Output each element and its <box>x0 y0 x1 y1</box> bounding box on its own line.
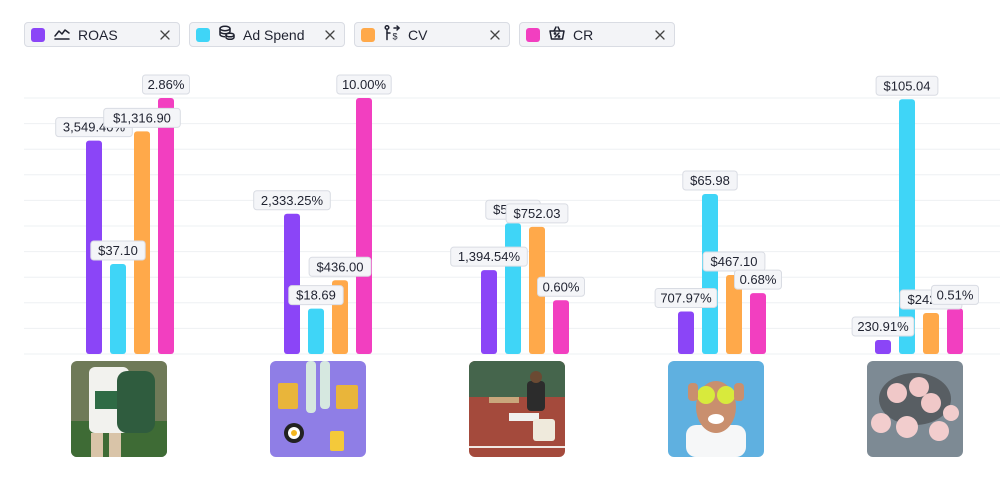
data-label: $105.04 <box>875 75 939 96</box>
bar-roas-4 <box>678 311 694 354</box>
data-label-text: 0.51% <box>937 287 974 302</box>
data-label-box <box>875 75 939 96</box>
bar-cr-2 <box>356 98 372 354</box>
bar-roas-3 <box>481 270 497 354</box>
data-label-text: 10.00% <box>342 77 387 92</box>
data-label-box <box>931 284 979 305</box>
legend-swatch <box>196 27 210 42</box>
tennis-ball-bag-photo[interactable] <box>867 361 963 457</box>
bar-chart: 3,549.40%2,333.25%1,394.54%707.97%230.91… <box>24 74 1000 355</box>
data-label-text: $105.04 <box>884 78 931 93</box>
svg-text:$: $ <box>393 32 398 42</box>
legend-label: ROAS <box>78 26 118 43</box>
data-label-box <box>253 190 331 211</box>
legend-chip-ad-spend[interactable]: Ad Spend <box>189 22 345 47</box>
data-label-box <box>654 287 718 308</box>
bar-cv-4 <box>726 275 742 354</box>
data-label-text: $436.00 <box>317 259 364 274</box>
data-label-text: $18.69 <box>296 288 336 303</box>
sweatshirt-photo[interactable] <box>71 361 167 457</box>
bar-ad-spend-4 <box>702 193 718 354</box>
data-label-text: 1,394.54% <box>458 249 521 264</box>
legend-label: CV <box>408 26 428 43</box>
legend-chip-cv[interactable]: $ CV <box>354 22 510 47</box>
line-chart-icon <box>45 24 71 45</box>
data-label-text: $752.03 <box>514 206 561 221</box>
data-label-text: $1,316.90 <box>113 110 171 125</box>
legend-chip-cr[interactable]: CR <box>519 22 675 47</box>
data-label: $752.03 <box>505 203 569 224</box>
close-icon[interactable] <box>489 29 501 41</box>
data-label-box <box>450 246 528 267</box>
data-label: 0.51% <box>931 284 979 305</box>
data-label-text: 0.68% <box>740 272 777 287</box>
data-label-text: $37.10 <box>98 243 138 258</box>
legend-label: CR <box>573 26 594 43</box>
data-label: $467.10 <box>702 251 766 272</box>
data-label-box <box>336 74 392 95</box>
close-icon[interactable] <box>324 29 336 41</box>
tennis-ball-eyes-photo[interactable] <box>668 361 764 457</box>
data-label-box <box>851 316 915 337</box>
bar-cr-3 <box>553 300 569 354</box>
data-label: 2,333.25% <box>253 190 331 211</box>
data-label: 2.86% <box>142 74 190 95</box>
data-label: 707.97% <box>654 287 718 308</box>
data-label-box <box>505 203 569 224</box>
data-label-text: $467.10 <box>711 254 758 269</box>
data-label-box <box>308 256 372 277</box>
bar-roas-5 <box>875 340 891 354</box>
data-label-text: 230.91% <box>857 319 909 334</box>
data-label: 230.91% <box>851 316 915 337</box>
bar-cr-5 <box>947 308 963 354</box>
bar-cr-4 <box>750 293 766 354</box>
data-label-box <box>537 276 585 297</box>
data-label: 10.00% <box>336 74 392 95</box>
data-label-box <box>103 107 181 128</box>
legend-swatch <box>31 27 45 42</box>
bar-cv-5 <box>923 312 939 354</box>
data-label-box <box>734 269 782 290</box>
close-icon[interactable] <box>159 29 171 41</box>
conversion-flow-icon: $ <box>375 24 401 45</box>
bar-ad-spend-1 <box>110 264 126 354</box>
data-label: $37.10 <box>90 240 146 261</box>
legend-swatch <box>361 27 375 42</box>
data-label: $436.00 <box>308 256 372 277</box>
legend: ROAS Ad Spend $ CV CR <box>24 22 675 47</box>
data-label-text: 2,333.25% <box>261 193 324 208</box>
legend-chip-roas[interactable]: ROAS <box>24 22 180 47</box>
socks-photo[interactable] <box>270 361 366 457</box>
legend-swatch <box>526 27 540 42</box>
close-icon[interactable] <box>654 29 666 41</box>
data-label: $1,316.90 <box>103 107 181 128</box>
bar-roas-2 <box>284 213 300 354</box>
data-label-text: $65.98 <box>690 173 730 188</box>
bar-ad-spend-2 <box>308 308 324 354</box>
data-label-text: 2.86% <box>148 77 185 92</box>
coins-icon <box>210 24 236 45</box>
bar-ad-spend-5 <box>899 99 915 355</box>
data-label-box <box>142 74 190 95</box>
data-label: 0.68% <box>734 269 782 290</box>
data-label: 0.60% <box>537 276 585 297</box>
data-label: 1,394.54% <box>450 246 528 267</box>
data-label-box <box>90 240 146 261</box>
data-label: $65.98 <box>682 170 738 191</box>
data-labels: 3,549.40%2,333.25%1,394.54%707.97%230.91… <box>55 74 979 337</box>
percent-basket-icon <box>540 24 566 45</box>
data-label-box <box>702 251 766 272</box>
data-label-text: 707.97% <box>660 290 712 305</box>
data-label-box <box>682 170 738 191</box>
bar-cr-1 <box>158 98 174 354</box>
data-label-box <box>288 285 344 306</box>
data-label: $18.69 <box>288 285 344 306</box>
bar-ad-spend-3 <box>505 223 521 354</box>
tennis-court-photo[interactable] <box>469 361 565 457</box>
legend-label: Ad Spend <box>243 26 305 43</box>
data-label-text: 0.60% <box>543 279 580 294</box>
